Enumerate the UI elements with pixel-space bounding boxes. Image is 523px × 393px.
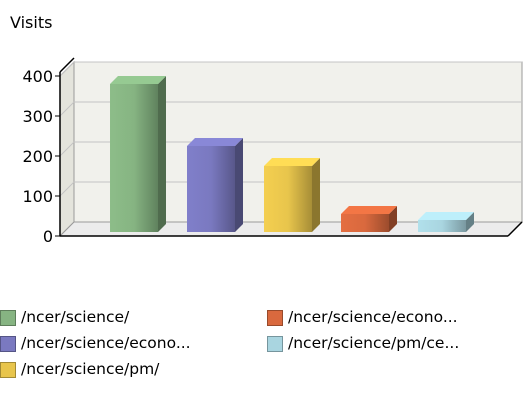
bar-top [418, 212, 474, 220]
legend-label: /ncer/science/ [21, 308, 130, 326]
bar-side [158, 76, 166, 232]
legend-label: /ncer/science/pm/ [21, 360, 160, 378]
gridline-side [59, 61, 75, 77]
legend-label: /ncer/science/econo... [21, 334, 191, 352]
y-tick-label: 300 [22, 107, 53, 126]
bar-side [466, 212, 474, 232]
bar-top [264, 158, 320, 166]
y-tick-label: 400 [22, 67, 53, 86]
bars [110, 76, 474, 232]
legend-swatch [0, 362, 16, 378]
bar [418, 212, 474, 232]
legend: /ncer/science/ /ncer/science/econo... /nce… [0, 304, 523, 384]
gridline-side [59, 101, 75, 117]
legend-swatch [267, 336, 283, 352]
gridline-side [59, 141, 75, 157]
bar-front [187, 146, 235, 232]
bar-top [341, 206, 397, 214]
bar [110, 76, 166, 232]
bar [341, 206, 397, 232]
bar-top [187, 138, 243, 146]
bar-chart: Visits 0 100 200 300 400 [10, 13, 523, 246]
axis-depth-line [507, 221, 523, 237]
y-tick-label: 100 [22, 187, 53, 206]
legend-swatch [267, 310, 283, 326]
y-tick-label: 0 [43, 227, 53, 246]
bar-front [341, 214, 389, 232]
y-axis-ticks: 0 100 200 300 400 [22, 67, 60, 246]
axis-depth-line [59, 57, 75, 73]
bar-front [110, 84, 158, 232]
bar-side [312, 158, 320, 232]
legend-swatch [0, 336, 16, 352]
y-axis-title: Visits [10, 13, 52, 32]
legend-label: /ncer/science/econo... [288, 308, 458, 326]
bar-side [235, 138, 243, 232]
axes [59, 57, 523, 237]
bar-top [110, 76, 166, 84]
y-tick-label: 200 [22, 147, 53, 166]
legend-swatch [0, 310, 16, 326]
bar [264, 158, 320, 232]
gridline-side [59, 181, 75, 197]
legend-label: /ncer/science/pm/ce... [288, 334, 460, 352]
bar-side [389, 206, 397, 232]
bar [187, 138, 243, 232]
bar-front [264, 166, 312, 232]
bar-front [418, 220, 466, 232]
